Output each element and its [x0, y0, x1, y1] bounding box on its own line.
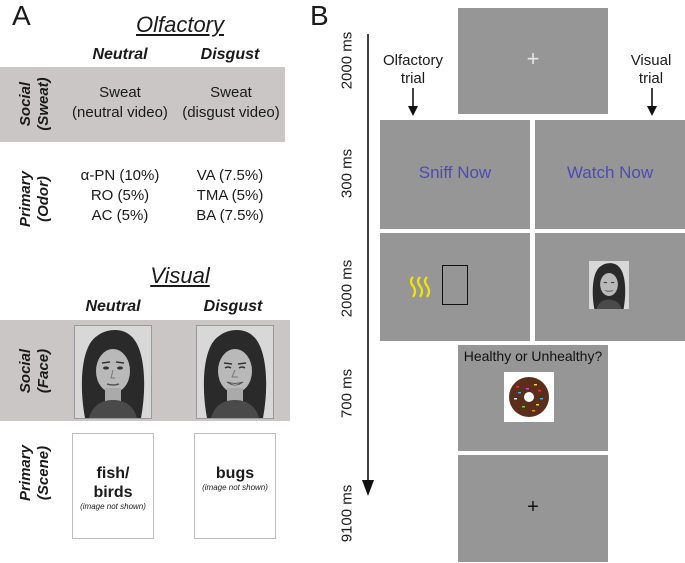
- donut-image: [504, 372, 554, 422]
- disgust-face-image: [196, 325, 274, 419]
- olfactory-social-row-label: Social (Sweat): [17, 77, 52, 131]
- face-stimulus-screen: [535, 233, 685, 341]
- timing-label-3: 2000 ms: [338, 259, 356, 318]
- visual-social-row-label: Social (Face): [17, 348, 52, 394]
- olfactory-primary-row-label: Primary (Odor): [17, 171, 52, 227]
- fixation-cross: +: [526, 46, 540, 71]
- visual-title: Visual: [150, 263, 210, 288]
- neutral-face-image: [74, 325, 152, 419]
- watch-now-screen: Watch Now: [535, 120, 685, 229]
- visual-trial-arrow: [647, 88, 657, 116]
- odor-waves-icon: [409, 276, 431, 298]
- panel-b-letter: B: [310, 0, 329, 31]
- timing-label-2: 300 ms: [338, 148, 356, 199]
- olfactory-col-disgust: Disgust: [200, 46, 260, 63]
- disgust-face-illustration: [197, 326, 273, 418]
- sniff-now-screen: Sniff Now: [380, 120, 530, 229]
- olfactory-social-neutral-cell: Sweat (neutral video): [72, 84, 168, 121]
- fixation-screen-initial: +: [458, 8, 608, 114]
- panel-a-letter: A: [12, 0, 31, 31]
- olfactory-primary-disgust-cell: VA (7.5%) TMA (5%) BA (7.5%): [196, 167, 264, 224]
- time-arrow: [362, 34, 374, 496]
- sniff-now-text: Sniff Now: [418, 163, 492, 182]
- rating-question: Healthy or Unhealthy?: [463, 348, 603, 364]
- timing-label-5: 9100 ms: [338, 484, 356, 543]
- odor-stimulus-screen: [380, 233, 530, 341]
- olfactory-title: Olfactory: [135, 12, 225, 37]
- neutral-face-illustration: [75, 326, 151, 418]
- scene-disgust-placeholder: bugs (image not shown): [194, 433, 276, 539]
- timing-label-4: 700 ms: [338, 368, 356, 419]
- olfactory-col-neutral: Neutral: [92, 46, 148, 63]
- olfactory-social-disgust-cell: Sweat (disgust video): [182, 84, 280, 121]
- watch-now-text: Watch Now: [566, 163, 654, 182]
- timing-label-1: 2000 ms: [338, 31, 356, 90]
- fixation-cross-final: +: [527, 496, 539, 518]
- scene-neutral-placeholder: fish/ birds (image not shown): [72, 433, 154, 539]
- visual-col-disgust: Disgust: [203, 298, 263, 315]
- visual-primary-row-label: Primary (Scene): [17, 445, 52, 501]
- disgust-face-thumbnail: [589, 261, 629, 309]
- visual-col-neutral: Neutral: [85, 298, 141, 315]
- visual-trial-label: Visual trial: [630, 52, 672, 87]
- olfactory-trial-label: Olfactory trial: [382, 52, 443, 87]
- rating-screen: Healthy or Unhealthy?: [458, 345, 608, 451]
- olfactory-trial-arrow: [408, 88, 418, 116]
- odor-jar-outline: [442, 265, 468, 305]
- olfactory-primary-neutral-cell: α-PN (10%) RO (5%) AC (5%): [80, 167, 160, 224]
- olfactory-social-band: [0, 67, 285, 142]
- fixation-screen-final: +: [458, 455, 608, 562]
